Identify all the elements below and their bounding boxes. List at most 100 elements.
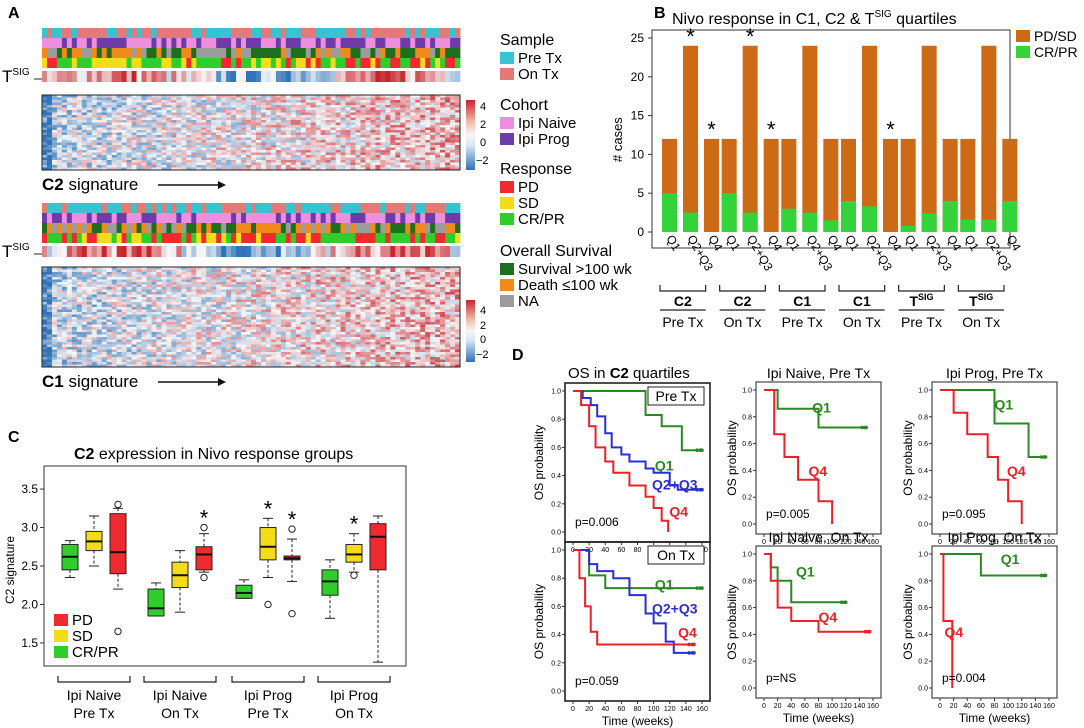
annotation-cell <box>96 48 103 58</box>
heatmap-cell <box>430 105 436 108</box>
heatmap-cell <box>211 287 217 290</box>
heatmap-cell <box>131 314 137 318</box>
heatmap-cell <box>136 105 142 108</box>
heatmap-cell <box>380 127 386 131</box>
annotation-cell <box>116 48 123 58</box>
heatmap-cell <box>355 297 361 300</box>
heatmap-cell <box>211 165 217 168</box>
heatmap-cell <box>445 294 451 298</box>
heatmap-cell <box>340 284 346 288</box>
heatmap-cell <box>71 127 78 131</box>
heatmap-cell <box>340 145 346 148</box>
heatmap-cell <box>380 97 386 101</box>
annotation-cell <box>56 203 63 213</box>
heatmap-cell <box>450 110 456 113</box>
heatmap-cell <box>335 100 341 103</box>
annotation-cell <box>410 28 416 38</box>
annotation-cell <box>295 28 302 38</box>
heatmap-cell <box>390 289 396 293</box>
annotation-cell <box>260 38 267 48</box>
heatmap-cell <box>76 107 83 111</box>
heatmap-cell <box>216 102 222 106</box>
heatmap-cell <box>101 117 107 121</box>
heatmap-cell <box>96 105 103 108</box>
heatmap-cell <box>355 165 361 168</box>
heatmap-cell <box>450 289 456 293</box>
heatmap-cell <box>390 115 396 118</box>
heatmap-cell <box>176 307 182 310</box>
annotation-cell <box>405 38 411 48</box>
annotation-cell <box>255 38 262 48</box>
annotation-cell <box>106 58 113 68</box>
heatmap-cell <box>66 127 73 131</box>
annotation-cell <box>191 233 197 243</box>
heatmap-cell <box>111 115 117 118</box>
heatmap-cell <box>330 294 336 298</box>
heatmap-cell <box>425 95 431 98</box>
heatmap-cell <box>365 279 371 283</box>
heatmap-cell <box>196 297 202 300</box>
heatmap-cell <box>330 95 336 98</box>
heatmap-cell <box>290 115 297 118</box>
heatmap-cell <box>121 289 127 293</box>
heatmap-cell <box>330 102 336 106</box>
annotation-cell <box>111 38 118 48</box>
heatmap-cell <box>375 110 381 113</box>
heatmap-cell <box>420 102 426 106</box>
tsig-cell <box>260 246 267 257</box>
heatmap-cell <box>355 112 361 116</box>
tsig-cell <box>280 246 287 257</box>
annotation-cell <box>385 223 391 233</box>
heatmap-cell <box>81 122 88 126</box>
heatmap-cell <box>445 107 451 111</box>
heatmap-cell <box>146 142 152 146</box>
heatmap-cell <box>390 292 396 295</box>
heatmap-cell <box>186 307 192 310</box>
heatmap-cell <box>81 167 88 171</box>
heatmap-cell <box>76 120 83 123</box>
heatmap-cell <box>106 155 112 158</box>
heatmap-cell <box>455 155 461 158</box>
heatmap-cell <box>260 304 267 308</box>
heatmap-cell <box>116 110 122 113</box>
heatmap-cell <box>171 160 177 163</box>
heatmap-cell <box>201 145 207 148</box>
heatmap-cell <box>360 284 366 288</box>
heatmap-cell <box>350 127 356 131</box>
heatmap-cell <box>280 102 287 106</box>
annotation-cell <box>161 58 167 68</box>
heatmap-cell <box>330 120 336 123</box>
heatmap-cell <box>270 110 277 113</box>
heatmap-cell <box>186 289 192 293</box>
heatmap-cell <box>71 140 78 143</box>
heatmap-cell <box>201 312 207 315</box>
annotation-cell <box>390 213 396 223</box>
heatmap-cell <box>280 112 287 116</box>
heatmap-cell <box>280 142 287 146</box>
heatmap-cell <box>106 137 112 141</box>
heatmap-cell <box>295 162 302 166</box>
heatmap-cell <box>335 167 341 171</box>
heatmap-cell <box>181 95 187 98</box>
heatmap-cell <box>121 297 127 300</box>
heatmap-cell <box>171 145 177 148</box>
heatmap-cell <box>251 272 257 275</box>
annotation-cell <box>330 223 336 233</box>
tsig-cell <box>405 246 411 257</box>
annotation-cell <box>265 48 272 58</box>
heatmap-cell <box>161 309 167 313</box>
heatmap-cell <box>141 95 147 98</box>
heatmap-cell <box>101 299 107 303</box>
heatmap-cell <box>226 302 232 305</box>
tsig-cell <box>251 71 257 82</box>
heatmap-cell <box>400 100 406 103</box>
heatmap-cell <box>265 289 272 293</box>
heatmap-cell <box>231 287 237 290</box>
annotation-cell <box>51 213 58 223</box>
heatmap-cell <box>365 100 371 103</box>
annotation-cell <box>405 58 411 68</box>
heatmap-cell <box>305 157 312 161</box>
heatmap-cell <box>330 150 336 153</box>
heatmap-cell <box>216 284 222 288</box>
heatmap-cell <box>345 165 351 168</box>
